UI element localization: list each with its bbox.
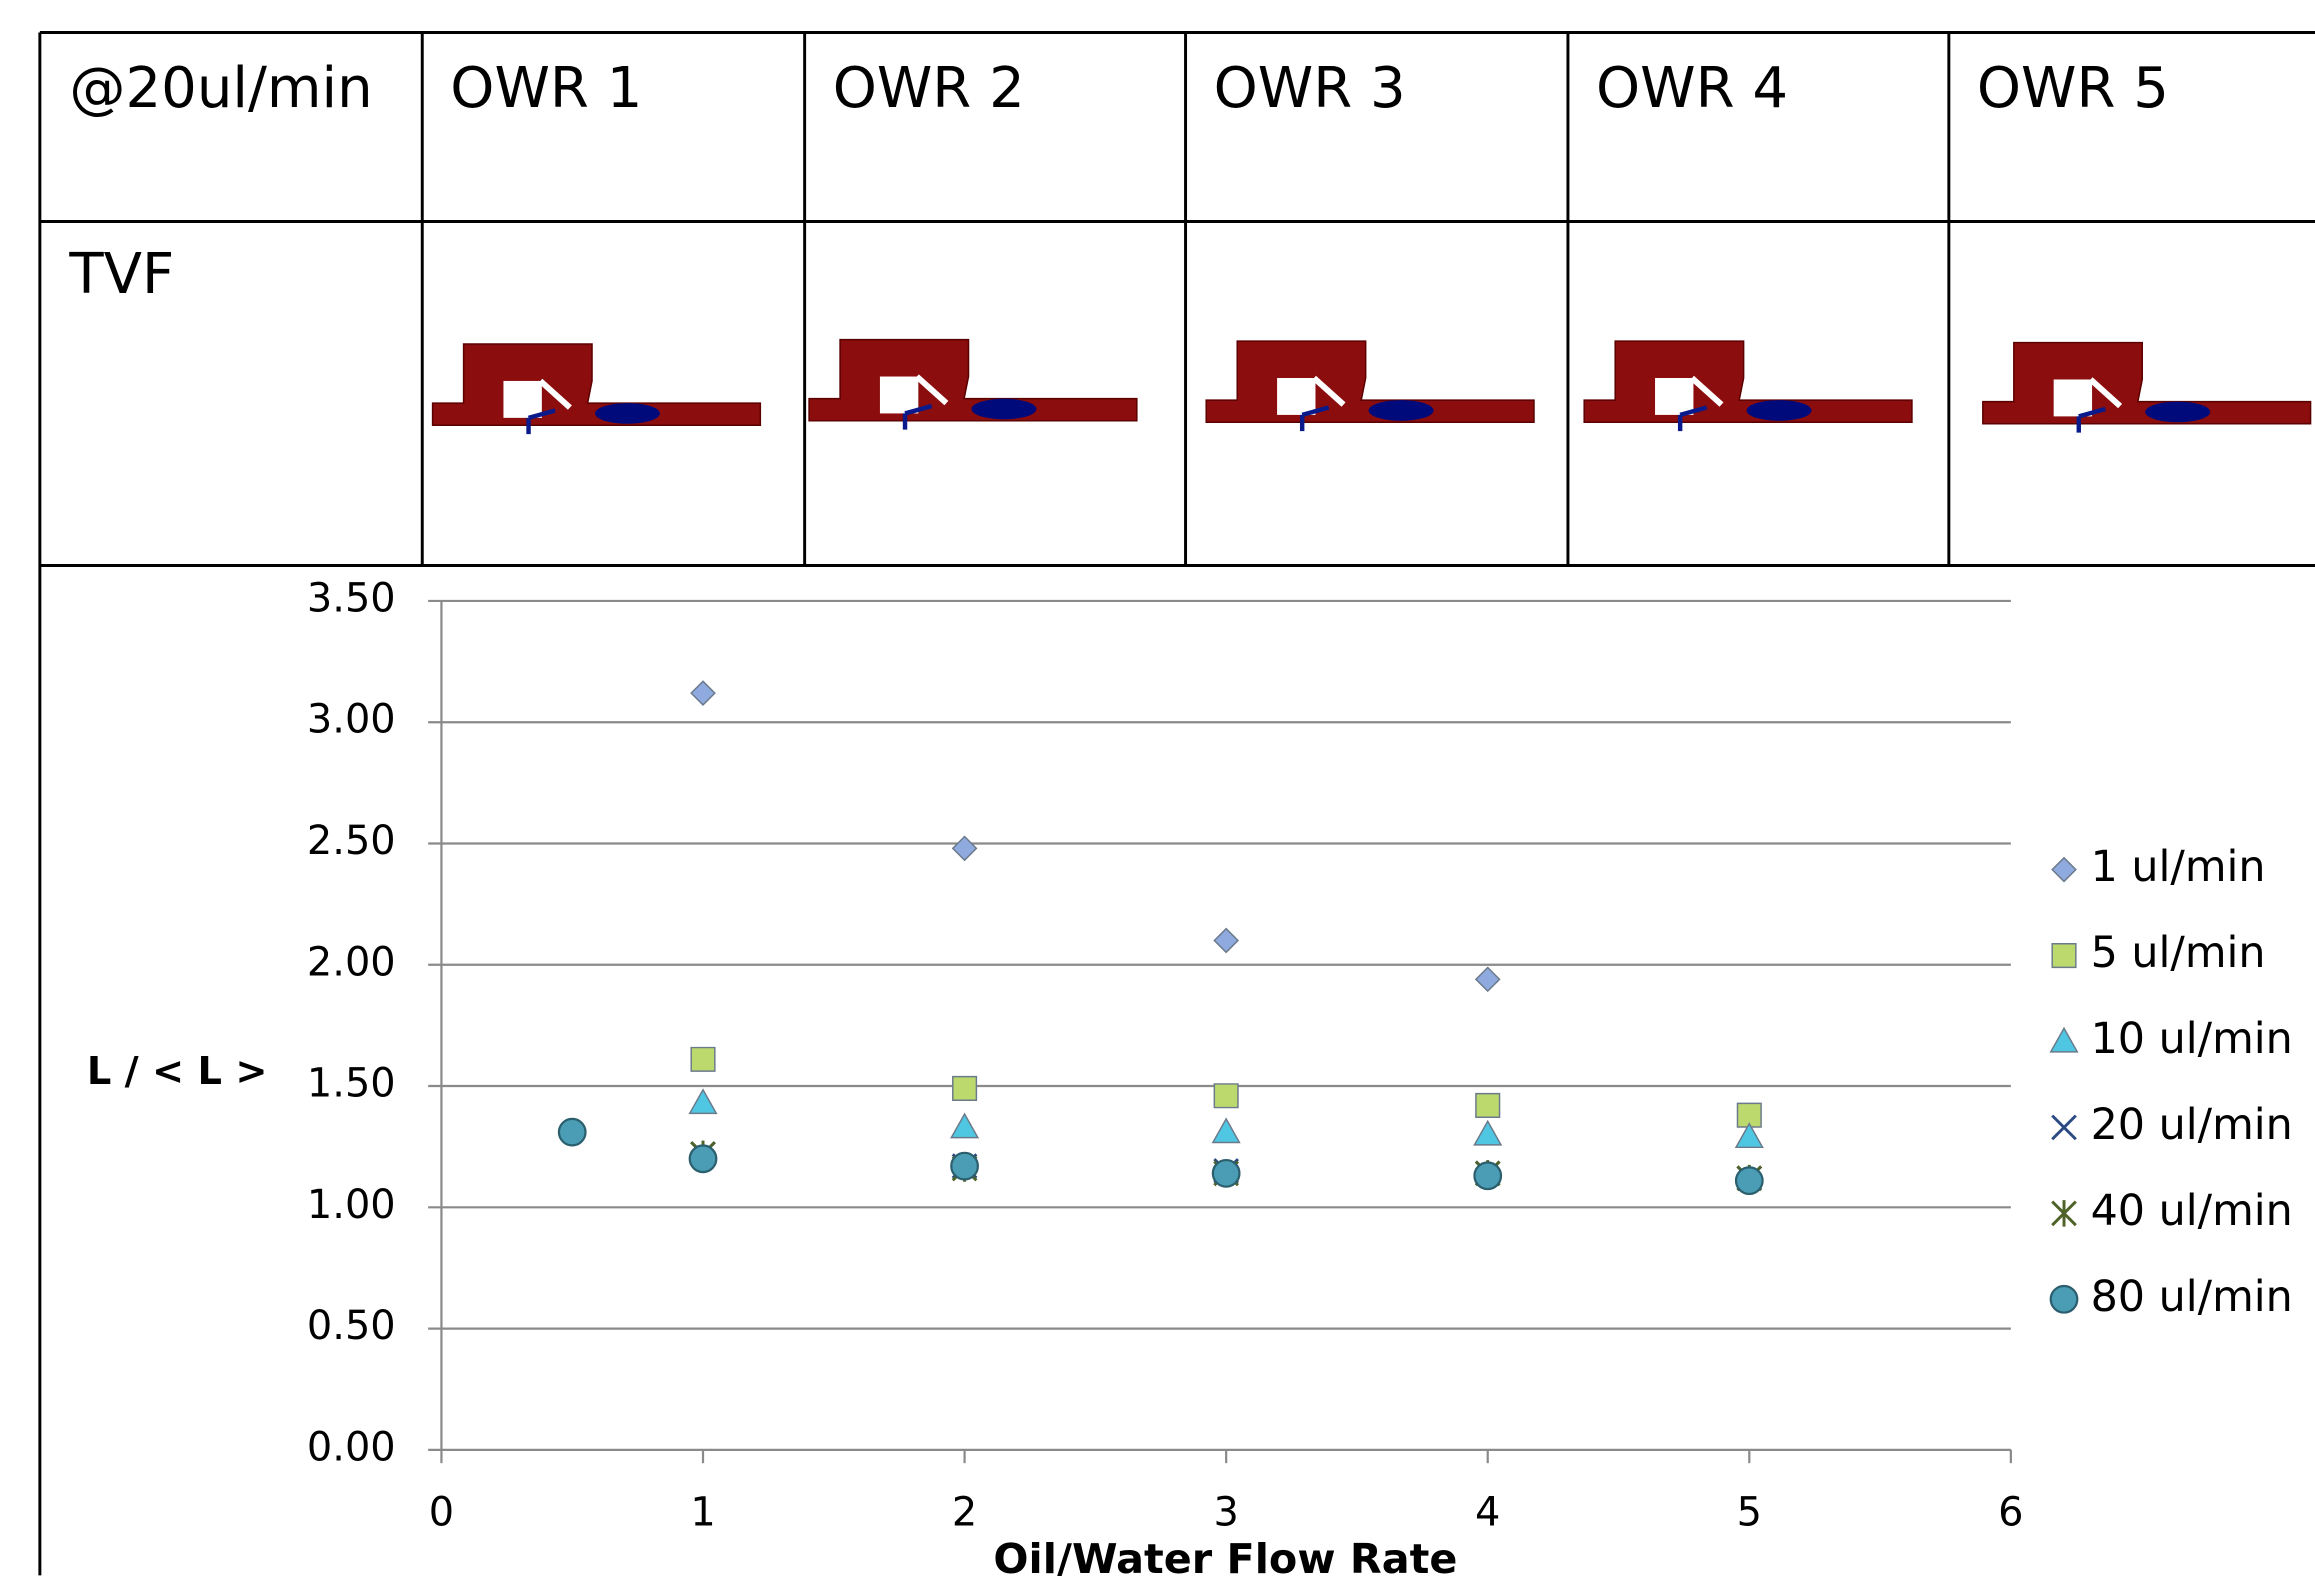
data-point	[1214, 929, 1238, 953]
data-point	[953, 1077, 977, 1101]
legend-marker	[2052, 1200, 2076, 1227]
x-tick-label: 2	[952, 1489, 977, 1535]
data-point	[691, 681, 715, 705]
data-point	[691, 1048, 715, 1072]
data-point	[1213, 1160, 1240, 1187]
simulation-image	[433, 344, 761, 434]
x-tick-label: 5	[1737, 1489, 1762, 1535]
data-point	[951, 1114, 978, 1138]
data-point	[1476, 1094, 1500, 1118]
data-point	[1213, 1119, 1240, 1143]
y-tick-label: 1.50	[307, 1061, 396, 1107]
x-axis-title: Oil/Water Flow Rate	[993, 1535, 1457, 1576]
data-point	[1474, 1163, 1501, 1190]
header-cell: OWR 3	[1214, 56, 1406, 121]
data-point	[1736, 1167, 1763, 1194]
simulation-image	[809, 340, 1137, 430]
y-tick-label: 0.00	[307, 1424, 396, 1470]
y-tick-label: 1.00	[307, 1182, 396, 1228]
legend-marker	[2052, 944, 2076, 968]
chart: L / < L > Oil/Water Flow Rate 0.00 0.50 1.…	[87, 575, 2293, 1576]
legend-label: 40 ul/min	[2091, 1186, 2293, 1236]
header-cell: OWR 1	[450, 56, 642, 121]
x-tick-label: 6	[1998, 1489, 2023, 1535]
header-cell: OWR 2	[833, 56, 1025, 121]
y-tick-label: 2.50	[307, 818, 396, 864]
y-tick-label: 0.50	[307, 1303, 396, 1349]
legend-label: 1 ul/min	[2091, 842, 2266, 892]
data-point	[951, 1153, 978, 1180]
data-point	[690, 1146, 717, 1173]
legend-label: 5 ul/min	[2091, 928, 2266, 978]
legend-marker	[2052, 1116, 2076, 1140]
simulation-image	[1584, 341, 1912, 431]
data-point	[953, 837, 977, 861]
legend-marker	[2051, 1028, 2078, 1052]
x-tick-label: 3	[1213, 1489, 1238, 1535]
header-cell: OWR 4	[1596, 56, 1788, 121]
x-tick-label: 0	[429, 1489, 454, 1535]
data-point	[559, 1119, 586, 1146]
x-tick-label: 1	[690, 1489, 715, 1535]
y-tick-label: 3.50	[307, 575, 396, 621]
legend-marker	[2051, 1286, 2078, 1313]
y-axis-title: L / < L >	[87, 1049, 268, 1094]
data-point	[1474, 1121, 1501, 1145]
row-label: TVF	[68, 242, 174, 307]
data-point	[1476, 968, 1500, 992]
simulation-image	[1206, 341, 1534, 431]
y-tick-label: 2.00	[307, 939, 396, 985]
legend-label: 80 ul/min	[2091, 1272, 2293, 1322]
y-tick-label: 3.00	[307, 697, 396, 743]
legend-label: 20 ul/min	[2091, 1100, 2293, 1150]
data-point	[1214, 1084, 1238, 1108]
legend-label: 10 ul/min	[2091, 1014, 2293, 1064]
header-cell: OWR 5	[1977, 56, 2169, 121]
page: @20ul/min OWR 1 OWR 2 OWR 3 OWR 4 OWR 5 …	[0, 0, 2315, 1576]
x-tick-label: 4	[1475, 1489, 1500, 1535]
header-cell: @20ul/min	[69, 56, 372, 121]
simulation-image	[1983, 343, 2311, 433]
legend-marker	[2052, 858, 2076, 882]
data-point	[690, 1090, 717, 1114]
